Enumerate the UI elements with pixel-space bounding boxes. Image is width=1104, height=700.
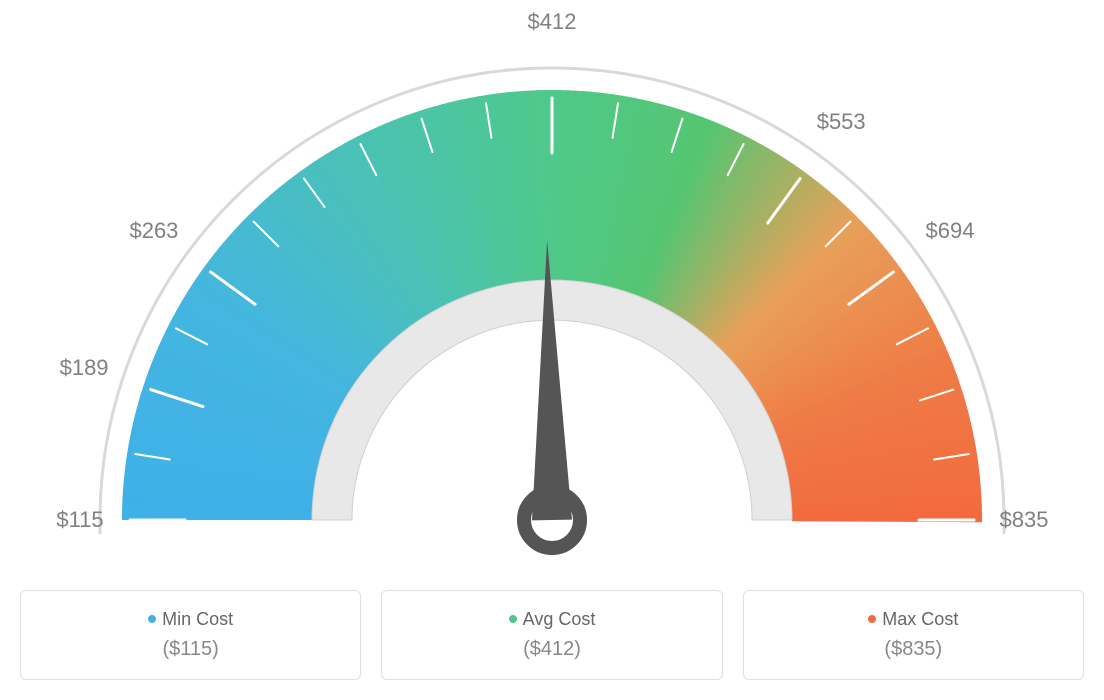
legend-title-text: Max Cost: [882, 609, 958, 629]
gauge-tick-label: $263: [129, 218, 178, 244]
legend-card-max: Max Cost ($835): [743, 590, 1084, 680]
gauge-tick-label: $115: [56, 507, 103, 533]
gauge-tick-label: $553: [817, 109, 866, 135]
gauge-chart: $115$189$263$412$553$694$835: [20, 20, 1084, 580]
gauge-tick-label: $189: [60, 355, 109, 381]
legend-card-min: Min Cost ($115): [20, 590, 361, 680]
legend-title-min: Min Cost: [31, 609, 350, 630]
gauge-svg: [20, 20, 1084, 580]
cost-gauge-widget: $115$189$263$412$553$694$835 Min Cost ($…: [20, 20, 1084, 680]
gauge-tick-label: $412: [528, 9, 577, 35]
legend-title-text: Avg Cost: [523, 609, 596, 629]
legend-dot-max: [868, 615, 876, 623]
legend-card-avg: Avg Cost ($412): [381, 590, 722, 680]
legend-value-avg: ($412): [392, 638, 711, 661]
legend-row: Min Cost ($115) Avg Cost ($412) Max Cost…: [20, 590, 1084, 680]
legend-value-min: ($115): [31, 638, 350, 661]
gauge-tick-label: $694: [926, 218, 975, 244]
legend-value-max: ($835): [754, 638, 1073, 661]
legend-title-avg: Avg Cost: [392, 609, 711, 630]
legend-title-text: Min Cost: [162, 609, 233, 629]
gauge-tick-label: $835: [1000, 507, 1049, 533]
legend-dot-min: [148, 615, 156, 623]
legend-dot-avg: [509, 615, 517, 623]
legend-title-max: Max Cost: [754, 609, 1073, 630]
